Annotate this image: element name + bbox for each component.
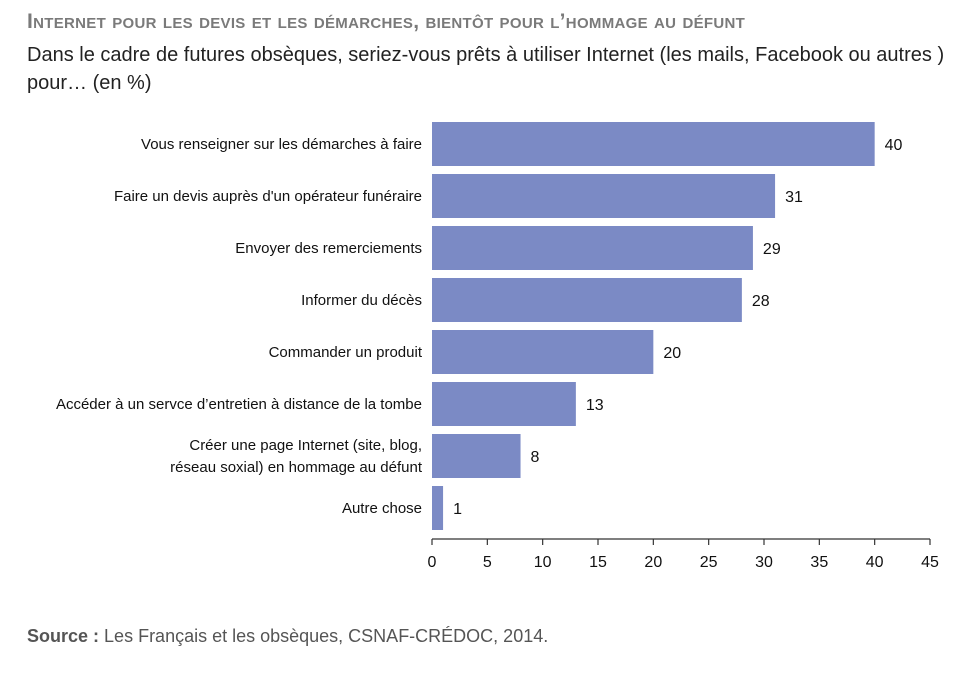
chart-subtitle: Dans le cadre de futures obsèques, serie… bbox=[27, 44, 945, 94]
source-note: Source : Les Français et les obsèques, C… bbox=[27, 626, 548, 647]
source-text: Les Français et les obsèques, CSNAF-CRÉD… bbox=[104, 626, 549, 646]
x-tick-label: 15 bbox=[589, 554, 607, 571]
category-label: Informer du décès bbox=[301, 292, 422, 309]
bar-value-label: 1 bbox=[453, 501, 462, 518]
x-tick-label: 30 bbox=[755, 554, 773, 571]
category-label: Créer une page Internet (site, blog, bbox=[189, 437, 422, 454]
category-label: réseau soxial) en hommage au défunt bbox=[170, 459, 423, 476]
bar bbox=[432, 174, 776, 218]
category-label: Autre chose bbox=[342, 500, 422, 517]
bar-value-label: 31 bbox=[785, 189, 803, 206]
category-label: Faire un devis auprès d'un opérateur fun… bbox=[114, 188, 422, 205]
category-label: Vous renseigner sur les démarches à fair… bbox=[141, 136, 422, 153]
source-label: Source : bbox=[27, 626, 100, 646]
category-label: Accéder à un servce d’entretien à distan… bbox=[56, 396, 422, 413]
x-tick-label: 5 bbox=[483, 554, 492, 571]
bar-value-label: 8 bbox=[531, 449, 540, 466]
bar-value-label: 20 bbox=[663, 345, 681, 362]
category-label: Envoyer des remerciements bbox=[235, 240, 422, 257]
bar bbox=[432, 434, 521, 478]
bar-value-label: 40 bbox=[885, 137, 903, 154]
bar-value-label: 29 bbox=[763, 241, 781, 258]
x-tick-label: 0 bbox=[428, 554, 437, 571]
bar-value-label: 28 bbox=[752, 293, 770, 310]
category-label: Commander un produit bbox=[269, 344, 423, 361]
x-tick-label: 40 bbox=[866, 554, 884, 571]
bar bbox=[432, 382, 576, 426]
bar bbox=[432, 226, 753, 270]
x-tick-label: 10 bbox=[534, 554, 552, 571]
bar bbox=[432, 122, 875, 166]
chart-title: Internet pour les devis et les démarches… bbox=[27, 10, 746, 33]
bar bbox=[432, 278, 742, 322]
bar bbox=[432, 486, 444, 530]
bar bbox=[432, 330, 654, 374]
bar-value-label: 13 bbox=[586, 397, 604, 414]
x-tick-label: 45 bbox=[921, 554, 939, 571]
x-tick-label: 20 bbox=[644, 554, 662, 571]
x-tick-label: 35 bbox=[810, 554, 828, 571]
x-tick-label: 25 bbox=[700, 554, 718, 571]
